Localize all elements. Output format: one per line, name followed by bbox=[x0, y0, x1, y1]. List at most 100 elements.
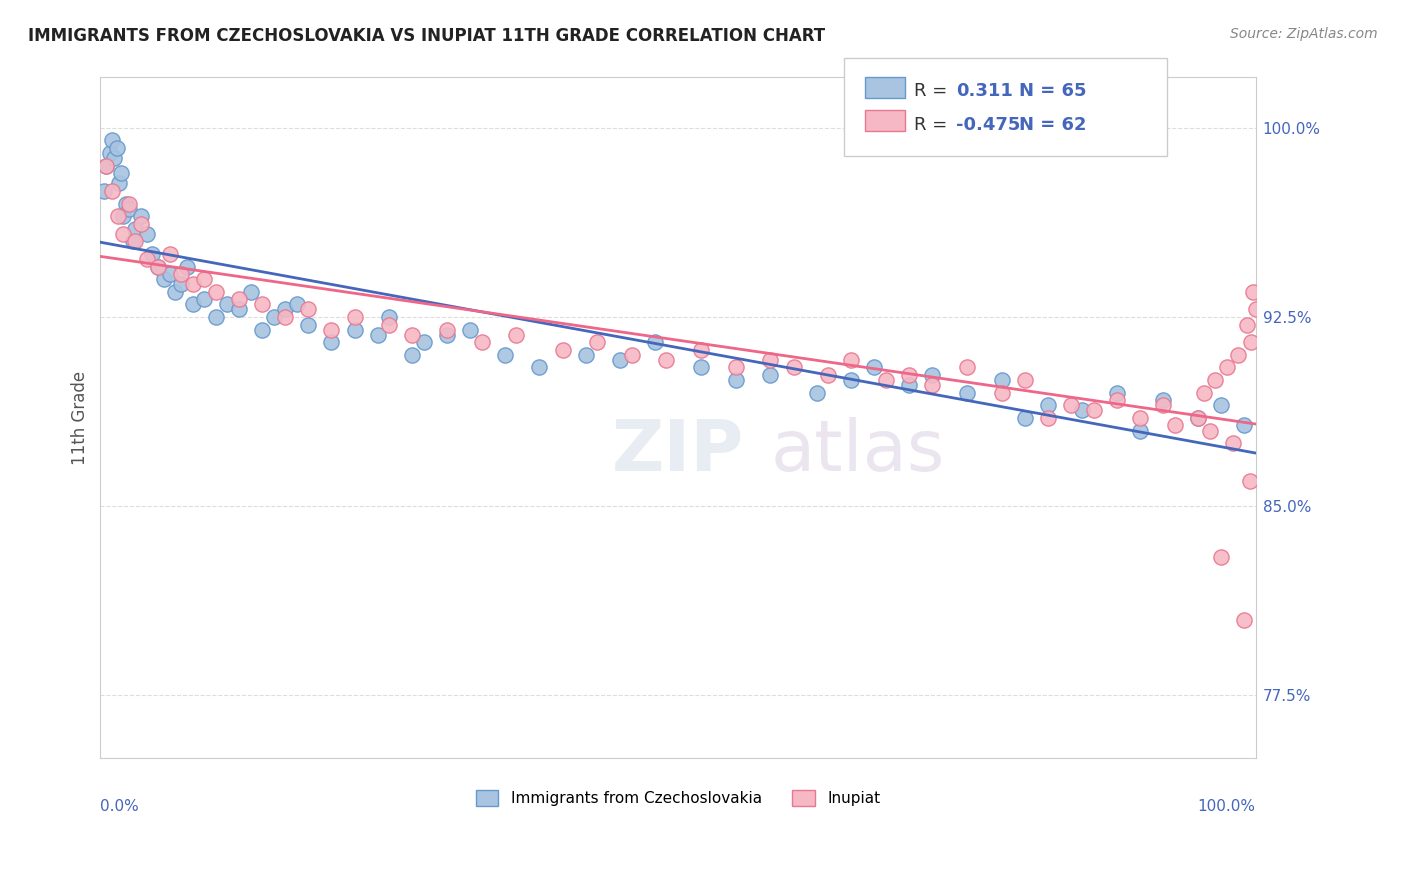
Point bbox=[471, 335, 494, 350]
Point bbox=[193, 293, 215, 307]
Text: N = 62: N = 62 bbox=[1019, 116, 1087, 134]
Point bbox=[817, 368, 839, 382]
Point bbox=[1036, 398, 1059, 412]
Point bbox=[401, 327, 423, 342]
Point bbox=[121, 235, 143, 249]
Point bbox=[1036, 410, 1059, 425]
Point bbox=[1239, 474, 1261, 488]
Point bbox=[1209, 549, 1232, 564]
Point bbox=[1233, 418, 1256, 433]
Point bbox=[205, 310, 228, 324]
Text: 0.311: 0.311 bbox=[956, 82, 1012, 100]
Point bbox=[181, 277, 204, 292]
Point bbox=[436, 327, 458, 342]
Point bbox=[129, 209, 152, 223]
Point bbox=[110, 166, 132, 180]
Point bbox=[921, 368, 943, 382]
Text: Source: ZipAtlas.com: Source: ZipAtlas.com bbox=[1230, 27, 1378, 41]
Point bbox=[1222, 436, 1244, 450]
Text: R =: R = bbox=[914, 116, 953, 134]
Point bbox=[114, 196, 136, 211]
Point bbox=[181, 297, 204, 311]
Point bbox=[170, 277, 193, 292]
Point bbox=[159, 267, 181, 281]
Point bbox=[1060, 398, 1083, 412]
Point bbox=[118, 196, 141, 211]
Point bbox=[806, 385, 828, 400]
Point bbox=[1164, 418, 1187, 433]
Point bbox=[956, 360, 979, 375]
Point bbox=[124, 221, 146, 235]
Point bbox=[1083, 403, 1105, 417]
Point bbox=[153, 272, 176, 286]
Point bbox=[98, 146, 121, 161]
Point bbox=[1187, 410, 1209, 425]
Point bbox=[263, 310, 285, 324]
Point bbox=[1244, 302, 1267, 317]
Point bbox=[609, 352, 631, 367]
Point bbox=[494, 348, 516, 362]
Point bbox=[1209, 398, 1232, 412]
Point bbox=[274, 302, 297, 317]
Text: 0.0%: 0.0% bbox=[100, 799, 139, 814]
Point bbox=[321, 335, 343, 350]
Point bbox=[228, 293, 250, 307]
Point bbox=[193, 272, 215, 286]
Point bbox=[297, 318, 319, 332]
Point bbox=[655, 352, 678, 367]
Point bbox=[1233, 613, 1256, 627]
Text: ZIP: ZIP bbox=[612, 417, 744, 486]
Point bbox=[250, 323, 273, 337]
Point bbox=[1241, 285, 1264, 299]
Point bbox=[1187, 410, 1209, 425]
Point bbox=[921, 378, 943, 392]
Point bbox=[285, 297, 308, 311]
Point bbox=[875, 373, 897, 387]
Point bbox=[107, 209, 129, 223]
Point bbox=[118, 202, 141, 216]
Point bbox=[378, 310, 401, 324]
Point bbox=[458, 323, 481, 337]
Point bbox=[724, 373, 747, 387]
Point bbox=[505, 327, 527, 342]
Point bbox=[898, 368, 921, 382]
Point bbox=[94, 159, 117, 173]
Legend: Immigrants from Czechoslovakia, Inupiat: Immigrants from Czechoslovakia, Inupiat bbox=[470, 784, 887, 812]
Point bbox=[176, 260, 198, 274]
Point bbox=[146, 260, 169, 274]
Point bbox=[1014, 373, 1036, 387]
Text: N = 65: N = 65 bbox=[1019, 82, 1087, 100]
Point bbox=[94, 159, 117, 173]
Point bbox=[217, 297, 239, 311]
Point bbox=[101, 184, 124, 198]
Point bbox=[529, 360, 551, 375]
Point bbox=[228, 302, 250, 317]
Point bbox=[690, 343, 713, 357]
Point bbox=[367, 327, 389, 342]
Point bbox=[841, 352, 863, 367]
Point bbox=[782, 360, 804, 375]
Point bbox=[103, 151, 125, 165]
Point bbox=[321, 323, 343, 337]
Text: 100.0%: 100.0% bbox=[1198, 799, 1256, 814]
Point bbox=[93, 184, 115, 198]
Point bbox=[343, 310, 366, 324]
Point bbox=[401, 348, 423, 362]
Point bbox=[1216, 360, 1239, 375]
Point bbox=[436, 323, 458, 337]
Point bbox=[1227, 348, 1250, 362]
Point bbox=[239, 285, 262, 299]
Point bbox=[129, 217, 152, 231]
Point bbox=[1204, 373, 1226, 387]
Text: IMMIGRANTS FROM CZECHOSLOVAKIA VS INUPIAT 11TH GRADE CORRELATION CHART: IMMIGRANTS FROM CZECHOSLOVAKIA VS INUPIA… bbox=[28, 27, 825, 45]
Point bbox=[759, 352, 782, 367]
Point bbox=[990, 373, 1012, 387]
Point bbox=[1014, 410, 1036, 425]
Point bbox=[159, 247, 181, 261]
Point bbox=[1192, 385, 1215, 400]
Text: -0.475: -0.475 bbox=[956, 116, 1021, 134]
Point bbox=[1236, 318, 1258, 332]
Point bbox=[724, 360, 747, 375]
Point bbox=[759, 368, 782, 382]
Point bbox=[1240, 335, 1263, 350]
